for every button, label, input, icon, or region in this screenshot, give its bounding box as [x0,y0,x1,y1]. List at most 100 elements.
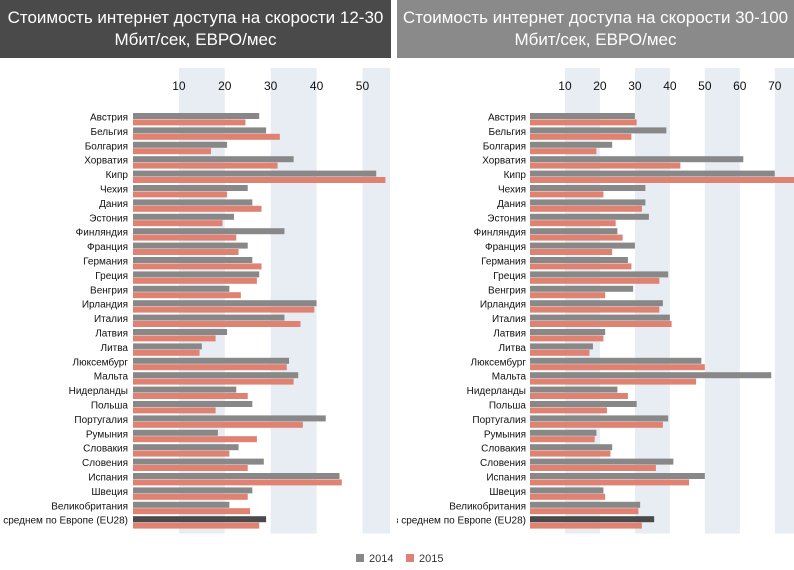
bar-2015-0-2 [133,148,212,155]
bar-2015-1-4 [530,177,794,183]
bar-2015-1-8 [530,234,623,241]
bar-2015-0-28 [133,522,260,529]
bar-2015-0-19 [133,393,248,399]
bar-2014-0-22 [133,429,218,436]
category-label-0-5: Чехия [100,185,128,196]
category-label-1-9: Франция [485,242,526,253]
bar-2015-1-3 [530,162,681,169]
category-label-0-10: Германия [83,257,128,268]
category-label-0-9: Франция [87,242,128,253]
bar-2015-1-23 [530,450,611,457]
category-label-1-26: Швеция [489,487,526,498]
bar-2014-1-4 [530,170,775,177]
category-label-0-27: Великобритания [51,500,128,512]
category-label-0-28: в среднем по Европе (EU28) [0,516,128,527]
category-label-0-18: Мальта [94,372,129,383]
bar-2014-0-9 [133,242,248,249]
category-label-1-28: в среднем по Европе (EU28) [393,516,526,527]
category-label-0-23: Словакия [83,444,128,455]
legend-label-2014: 2014 [369,553,393,565]
bar-2014-0-17 [133,357,290,364]
bar-2015-0-22 [133,436,257,443]
category-label-0-12: Венгрия [90,285,128,296]
category-label-0-24: Словения [82,458,128,469]
bar-2014-0-26 [133,487,253,494]
bar-2014-1-20 [530,401,637,407]
bar-2015-1-10 [530,263,632,270]
bar-2014-0-14 [133,314,285,321]
bar-2015-1-24 [530,465,656,471]
bar-2014-1-25 [530,473,705,479]
bar-2015-0-25 [133,479,342,486]
bar-2014-0-0 [133,113,260,119]
bar-2014-0-5 [133,185,248,191]
bar-2015-0-7 [133,220,223,227]
bar-2014-1-16 [530,343,593,350]
bar-2015-0-20 [133,407,216,414]
bar-2015-1-14 [530,321,672,327]
tick-label-0-3: 40 [310,79,324,93]
bar-2014-0-28 [133,516,267,523]
bar-2014-0-27 [133,501,230,508]
tick-label-1-3: 40 [663,79,677,93]
bar-2015-1-19 [530,393,628,399]
category-label-0-1: Бельгия [91,127,129,138]
category-label-1-13: Ирландия [480,300,526,311]
bar-2014-0-15 [133,329,228,335]
bar-2014-1-18 [530,372,772,379]
category-label-0-21: Португалия [74,415,128,426]
bar-2014-1-5 [530,185,646,191]
bar-2015-0-1 [133,133,280,140]
bar-2015-1-12 [530,292,606,299]
bar-2015-0-0 [133,119,246,126]
category-label-0-22: Румыния [86,429,128,440]
bar-2015-1-21 [530,421,663,428]
category-label-1-14: Италия [492,314,526,325]
category-label-0-11: Греция [95,271,128,282]
bar-2014-0-2 [133,141,228,148]
bar-2014-1-15 [530,329,606,335]
category-label-1-19: Нидерланды [467,386,526,397]
bar-2015-1-7 [530,220,616,227]
bar-2014-0-7 [133,213,234,220]
tick-label-1-6: 70 [768,79,782,93]
bar-2015-1-26 [530,493,606,500]
bar-2014-0-19 [133,386,237,393]
category-label-1-22: Румыния [484,429,526,440]
category-label-0-3: Хорватия [84,156,128,167]
bar-2015-0-9 [133,249,239,255]
category-label-0-2: Болгария [85,141,128,152]
bar-2014-1-13 [530,300,663,307]
bar-2015-1-22 [530,436,595,443]
category-label-1-4: Кипр [504,170,527,181]
category-label-1-0: Австрия [488,113,526,124]
legend-swatch-2015 [406,554,414,562]
category-label-0-13: Ирландия [82,300,128,311]
category-label-0-15: Латвия [95,329,128,340]
bar-2015-0-18 [133,378,294,385]
bar-2015-0-13 [133,306,315,313]
bar-2014-1-12 [530,285,634,292]
bar-2015-0-14 [133,321,301,327]
bar-2015-1-18 [530,378,697,385]
bar-2014-0-18 [133,372,299,379]
category-label-0-17: Люксембург [73,356,129,368]
grid-band-0-4 [362,68,390,534]
bar-2014-1-10 [530,257,628,263]
bar-2015-0-3 [133,162,278,169]
category-label-0-14: Италия [94,314,128,325]
category-label-1-2: Болгария [483,141,526,152]
bar-2015-0-21 [133,421,303,428]
category-label-0-25: Испания [88,473,128,484]
bar-2014-1-8 [530,228,618,235]
bar-2015-1-27 [530,508,639,515]
bar-2014-0-1 [133,127,267,134]
bar-2014-0-6 [133,199,253,206]
category-label-1-17: Люксембург [471,356,527,368]
bar-2015-0-15 [133,335,216,342]
bar-2014-0-21 [133,415,326,422]
bar-2014-0-8 [133,228,285,235]
bar-2015-0-4 [133,177,386,183]
bar-2015-1-15 [530,335,604,342]
bar-2015-1-17 [530,364,705,371]
